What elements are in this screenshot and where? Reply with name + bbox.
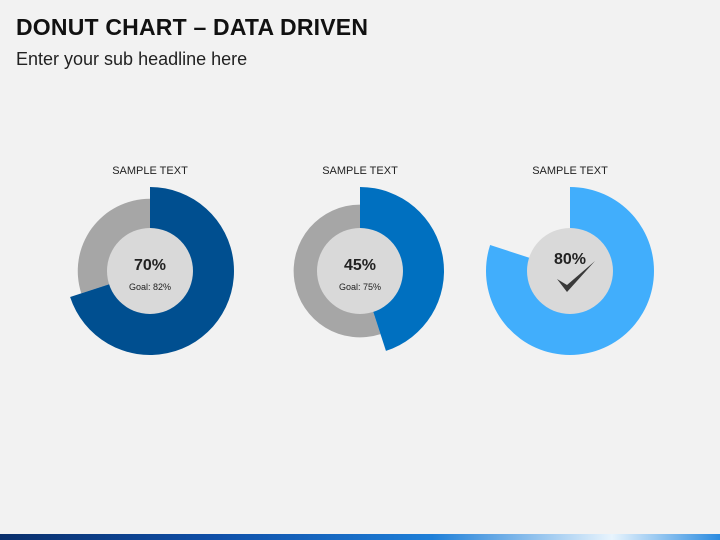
donut-chart-1 [70, 187, 234, 355]
donut-center-disc [317, 228, 403, 314]
donut-center-disc [107, 228, 193, 314]
donut-value-label: 80% [553, 251, 587, 268]
donut-chart-3 [485, 187, 654, 356]
donut-value-label: 45% [343, 257, 377, 274]
donut-title: SAMPLE TEXT [322, 165, 398, 177]
donut-goal-label: Goal: 75% [338, 282, 382, 292]
slide-subtitle: Enter your sub headline here [16, 49, 248, 69]
donut-chart-2 [293, 187, 445, 351]
donut-value-label: 70% [133, 257, 167, 274]
slide-title: DONUT CHART – DATA DRIVEN [16, 14, 369, 40]
donut-center-disc [527, 228, 613, 314]
bottom-accent-bar [0, 534, 720, 540]
donut-title: SAMPLE TEXT [112, 165, 188, 177]
donut-title: SAMPLE TEXT [532, 165, 608, 177]
donut-goal-label: Goal: 82% [128, 282, 172, 292]
